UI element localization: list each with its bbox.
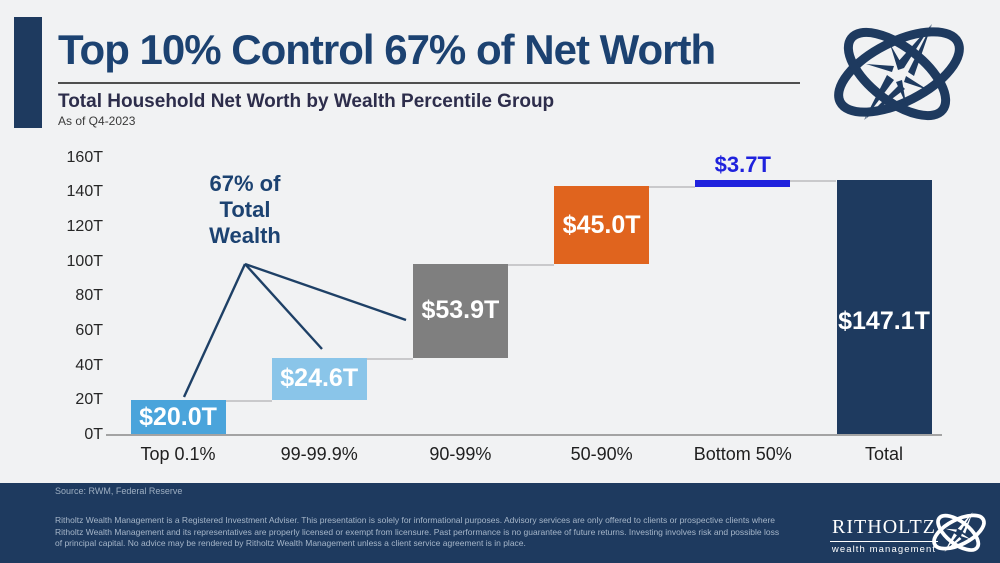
waterfall-bar-50-90-: $45.0T [554,186,650,265]
annotation-line-1: 67% of [209,171,281,196]
as-of-date: As of Q4-2023 [58,114,136,128]
title-accent-bar [14,17,42,128]
annotation-line-2: Total [219,196,271,222]
ritholtz-compass-logo-icon [834,24,964,121]
waterfall-bar-90-99-: $53.9T [412,264,508,358]
bar-value-label: $147.1T [838,306,930,335]
y-axis-tick-label: 40T [75,356,103,374]
annotation-67-percent: 67% of Total Wealth [158,171,332,249]
footer-wordmark: RITHOLTZ wealth management [830,516,938,555]
x-axis-category-label: Top 0.1% [140,444,216,464]
y-axis-tick-label: 0T [84,426,103,443]
y-axis-tick-label: 100T [66,252,103,270]
waterfall-connector [366,357,413,360]
x-axis-line [106,434,942,436]
x-axis-category-label: 99-99.9% [280,444,358,464]
waterfall-connector [649,186,696,189]
bar-value-label: $20.0T [139,403,217,432]
source-note: Source: RWM, Federal Reserve [55,486,183,496]
annotation-line-3: Wealth [209,222,281,248]
y-axis-tick-label: 20T [75,391,103,409]
bar-value-label: $45.0T [562,210,641,239]
bar-value-label: $24.6T [280,364,359,393]
title-underline [58,82,800,84]
waterfall-bar-bottom-50- [695,179,791,187]
waterfall-bar-99-99-9-: $24.6T [271,357,367,401]
chart-subtitle: Total Household Net Worth by Wealth Perc… [58,91,555,112]
waterfall-bar-total: $147.1T [836,179,932,435]
footer-band [0,483,1000,563]
footer-compass-icon [932,512,986,552]
x-axis-category-label: Total [864,444,904,464]
y-axis-tick-label: 60T [75,321,103,339]
waterfall-connector [507,264,555,267]
disclaimer-text: Ritholtz Wealth Management is a Register… [55,515,780,549]
y-axis-tick-label: 120T [66,217,103,235]
page-title: Top 10% Control 67% of Net Worth [58,26,716,73]
x-axis-category-label: Bottom 50% [693,444,792,464]
y-axis-tick-label: 160T [66,148,103,166]
bar-value-label-floating: $3.7T [714,151,771,177]
footer-logo-tagline: wealth management [831,544,937,555]
waterfall-connector [225,400,272,403]
y-axis-tick-label: 80T [75,287,103,305]
waterfall-bar-top-0-1-: $20.0T [130,400,226,435]
waterfall-connector [790,179,837,182]
y-axis-tick-label: 140T [66,183,103,201]
footer-logo-name: RITHOLTZ [830,516,938,542]
bar-value-label: $53.9T [421,296,500,325]
x-axis-category-label: 90-99% [429,444,492,464]
x-axis-category-label: 50-90% [570,444,633,464]
